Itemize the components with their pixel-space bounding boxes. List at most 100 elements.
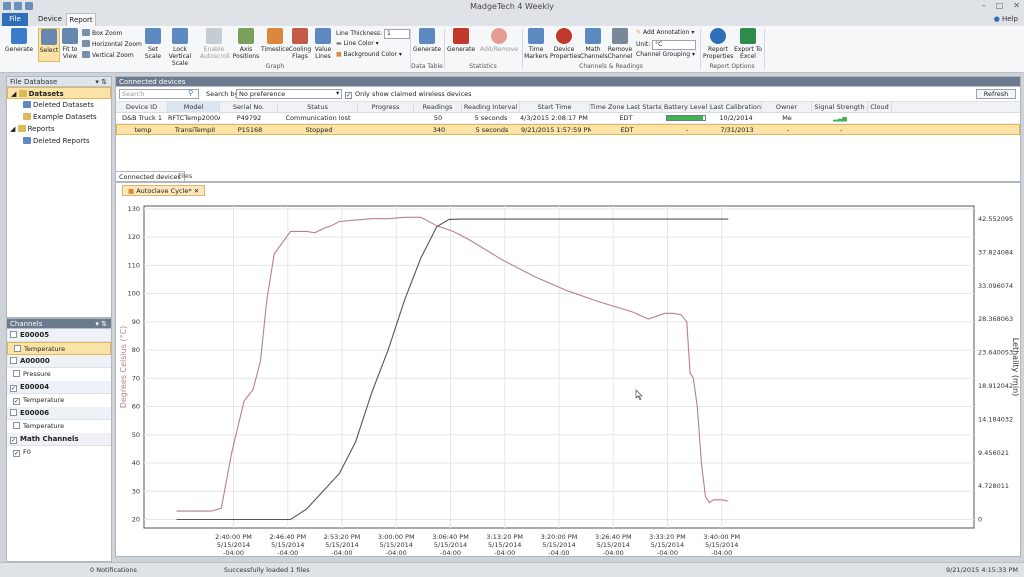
remove-channel-button[interactable]: Remove Channel	[607, 28, 633, 60]
vertical-zoom-button[interactable]: Vertical Zoom	[82, 51, 134, 60]
statistics-generate-button[interactable]: Generate	[447, 28, 475, 53]
search-by-select[interactable]: No preference	[236, 89, 342, 99]
column-header[interactable]: Owner	[762, 102, 812, 113]
tree-item-datasets[interactable]: ◢ Datasets	[7, 87, 111, 99]
timeslice-button[interactable]: Timeslice	[261, 28, 289, 53]
tab-files[interactable]: Files	[178, 172, 193, 180]
refresh-button[interactable]: Refresh	[976, 89, 1016, 99]
column-header[interactable]: Device ID	[116, 102, 168, 113]
column-header[interactable]: Cloud	[868, 102, 892, 113]
line-thickness-input[interactable]: 1	[384, 29, 411, 39]
math-channels-button[interactable]: Math Channels	[580, 28, 608, 60]
channel-group[interactable]: ✓ E00004	[7, 381, 111, 394]
tab-file[interactable]: File	[2, 13, 28, 26]
close-icon[interactable]: ✕	[193, 187, 200, 195]
checkbox-checked[interactable]: ✓	[10, 437, 17, 444]
open-icon[interactable]	[25, 2, 33, 10]
report-properties-button[interactable]: Report Properties	[703, 28, 733, 60]
generate-report-button[interactable]: Generate	[4, 28, 34, 53]
column-header[interactable]: Time Zone Last Started	[590, 102, 662, 113]
minimize-icon[interactable]: –	[981, 1, 986, 10]
checkbox[interactable]	[14, 345, 21, 352]
export-excel-button[interactable]: Export To Excel	[734, 28, 762, 60]
column-header[interactable]: Start Time	[520, 102, 590, 113]
value-lines-button[interactable]: Value Lines	[313, 28, 333, 60]
channel-grouping-button[interactable]: Channel Grouping ▾	[636, 51, 695, 59]
cooling-flags-button[interactable]: Cooling Flags	[288, 28, 312, 60]
tree-item-label: Deleted Reports	[33, 137, 90, 145]
tree-item-reports[interactable]: ◢ Reports	[7, 123, 111, 135]
expand-icon[interactable]: ◢	[11, 90, 17, 98]
select-tool-button[interactable]: Select	[38, 28, 60, 62]
checkbox-checked[interactable]: ✓	[13, 398, 20, 405]
column-header[interactable]: Reading Interval	[462, 102, 520, 113]
lock-vertical-scale-button[interactable]: Lock Vertical Scale	[165, 28, 195, 67]
column-header[interactable]: Model	[168, 102, 220, 113]
column-header[interactable]: Last Calibration	[710, 102, 762, 113]
fit-to-view-button[interactable]: Fit to View	[61, 28, 79, 60]
pin-icon[interactable]: ▾ ⇅	[95, 320, 107, 328]
notifications-count[interactable]: 0 Notifications	[90, 566, 137, 574]
column-header[interactable]: Progress	[358, 102, 414, 113]
table-row-selected[interactable]: temp TransiTempII P15168 Stopped 340 5 s…	[116, 124, 1020, 135]
checkbox-checked[interactable]: ✓	[10, 385, 17, 392]
checkbox[interactable]	[10, 331, 17, 338]
document-tab[interactable]: ■ Autoclave Cycle* ✕	[122, 185, 206, 196]
pin-icon[interactable]: ▾ ⇅	[95, 78, 107, 86]
expand-icon[interactable]: ◢	[10, 125, 16, 133]
column-header[interactable]: Signal Strength	[812, 102, 868, 113]
tree-item-deleted-reports[interactable]: Deleted Reports	[7, 135, 111, 147]
time-markers-button[interactable]: Time Markers	[524, 28, 548, 60]
tab-device[interactable]: Device	[38, 15, 62, 23]
column-header[interactable]: Readings	[414, 102, 462, 113]
channel-group[interactable]: E00006	[7, 407, 111, 420]
column-header[interactable]: Status	[278, 102, 358, 113]
table-cell: -	[839, 126, 843, 134]
set-scale-button[interactable]: Set Scale	[143, 28, 163, 60]
horizontal-zoom-button[interactable]: Horizontal Zoom	[82, 40, 142, 49]
folder-icon	[23, 113, 31, 120]
tree-item-deleted-datasets[interactable]: Deleted Datasets	[7, 99, 111, 111]
help-link[interactable]: ● Help	[994, 15, 1018, 23]
table-cell: 340	[432, 126, 446, 134]
axis-positions-button[interactable]: Axis Positions	[232, 28, 260, 60]
add-remove-button[interactable]: Add/Remove	[479, 28, 519, 53]
channel-item[interactable]: Temperature	[7, 342, 111, 355]
channel-group[interactable]: A00000	[7, 355, 111, 368]
channel-group-label: E00006	[20, 409, 50, 417]
maximize-icon[interactable]: □	[995, 1, 1004, 10]
checkbox[interactable]	[13, 422, 20, 429]
channel-item[interactable]: Temperature	[7, 420, 111, 433]
table-row[interactable]: D&B Truck 1 RFTCTemp2000A P49792 Communi…	[116, 113, 1020, 124]
channel-group[interactable]: ✓ Math Channels	[7, 433, 111, 446]
enable-autoscroll-button[interactable]: Enable Autoscroll	[200, 28, 230, 60]
box-zoom-button[interactable]: Box Zoom	[82, 29, 122, 38]
tab-report[interactable]: Report	[66, 13, 96, 26]
checkbox[interactable]	[10, 357, 17, 364]
checkbox-checked[interactable]: ✓	[13, 450, 20, 457]
checkbox[interactable]	[10, 409, 17, 416]
channel-item[interactable]: ✓ Temperature	[7, 394, 111, 407]
tree-item-label: Example Datasets	[33, 113, 97, 121]
background-color-button[interactable]: ■ Background Color ▾	[336, 51, 402, 59]
device-properties-button[interactable]: Device Properties	[550, 28, 580, 60]
column-header[interactable]: Serial No.	[220, 102, 278, 113]
checkbox-checked[interactable]: ✓	[345, 92, 352, 99]
line-chart[interactable]: 20 30 40 50 60 70 80 90 100 110 120 130 0 4.728011 9.4…	[116, 198, 1020, 556]
channel-item[interactable]: ✓ F0	[7, 446, 111, 459]
search-input[interactable]: Search	[119, 89, 199, 99]
tab-connected-devices[interactable]: Connected devices	[115, 171, 185, 182]
channel-group[interactable]: E00005	[7, 329, 111, 342]
data-table-generate-button[interactable]: Generate	[413, 28, 441, 53]
checkbox[interactable]	[13, 370, 20, 377]
search-icon[interactable]: ⚲	[188, 89, 194, 97]
channel-item[interactable]: Pressure	[7, 368, 111, 381]
tree-item-example-datasets[interactable]: Example Datasets	[7, 111, 111, 123]
column-header[interactable]: Battery Level	[662, 102, 710, 113]
unit-select[interactable]: °C	[652, 40, 697, 50]
close-icon[interactable]: ✕	[1013, 1, 1020, 10]
line-color-button[interactable]: ▬ Line Color ▾	[336, 40, 379, 48]
add-annotation-button[interactable]: ✎ Add Annotation ▾	[636, 29, 694, 37]
wireless-filter-checkbox[interactable]: ✓ Only show claimed wireless devices	[345, 90, 472, 99]
save-icon[interactable]	[14, 2, 22, 10]
